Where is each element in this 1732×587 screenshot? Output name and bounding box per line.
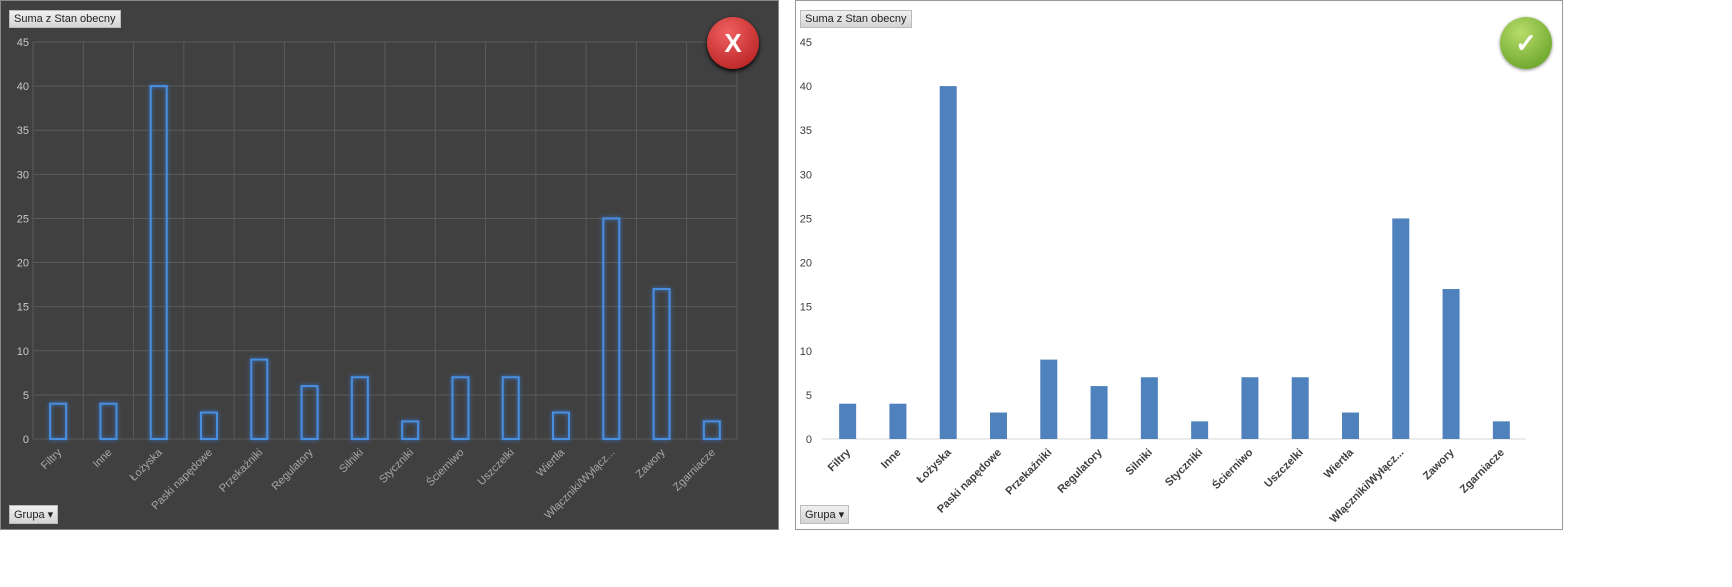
x-tick-label: Zgarniacze xyxy=(671,447,718,494)
y-tick-label: 40 xyxy=(800,81,812,93)
x-tick-label: Łożyska xyxy=(915,446,955,486)
y-tick-label: 40 xyxy=(17,81,29,93)
y-tick-label: 45 xyxy=(17,37,29,49)
axis-field-label: Grupa xyxy=(805,509,836,521)
bar xyxy=(300,385,319,441)
x-tick-label: Zgarniacze xyxy=(1458,447,1507,496)
bar xyxy=(1040,359,1058,439)
bar xyxy=(1392,218,1410,439)
bar xyxy=(1342,412,1359,439)
x-tick-label: Styczniki xyxy=(377,447,416,486)
x-tick-label: Silniki xyxy=(1124,447,1155,478)
chart-panel-incorrect: 0 5 10 15 20 25 30 35 40 45 Filtry Inne Łożyska Paski… xyxy=(0,0,779,530)
y-tick-label: 45 xyxy=(800,37,812,49)
x-tick-label: Uszczelki xyxy=(476,447,517,488)
x-tick-label: Wiertła xyxy=(1322,446,1357,481)
bar xyxy=(250,358,269,441)
bar xyxy=(702,420,721,441)
x-tick-label: Zawory xyxy=(1421,446,1457,482)
x-tick-label: Inne xyxy=(91,447,115,471)
y-tick-label: 5 xyxy=(23,390,29,402)
bar xyxy=(149,85,168,440)
y-tick-label: 0 xyxy=(23,434,29,446)
y-tick-label: 10 xyxy=(17,346,29,358)
bar xyxy=(1241,377,1259,439)
y-tick-label: 25 xyxy=(800,213,812,225)
bar xyxy=(1191,421,1209,439)
bar xyxy=(552,411,570,440)
axis-field-label: Grupa xyxy=(14,509,45,521)
bar xyxy=(501,376,520,440)
y-tick-label: 35 xyxy=(17,125,29,137)
x-tick-label: Wiertła xyxy=(534,446,567,479)
x-tick-label: Regulatory xyxy=(270,446,316,492)
x-tick-label: Przekaźniki xyxy=(217,447,265,495)
x-tick-label: Styczniki xyxy=(1163,447,1205,489)
y-tick-label: 0 xyxy=(806,434,812,446)
x-tick-label: Inne xyxy=(879,447,903,471)
x-tick-label: Przekaźniki xyxy=(1004,447,1055,498)
x-tick-label: Regulatory xyxy=(1056,446,1106,496)
y-tick-label: 30 xyxy=(800,169,812,181)
y-tick-label: 35 xyxy=(800,125,812,137)
chart-panel-correct: 0 5 10 15 20 25 30 35 40 45 Filtry Inne Łożyska Paski… xyxy=(795,0,1563,530)
bar xyxy=(1090,386,1108,439)
x-tick-label: Filtry xyxy=(826,446,854,474)
x-tick-label: Uszczelki xyxy=(1262,447,1306,491)
y-tick-label: 5 xyxy=(806,390,812,402)
bar xyxy=(1140,377,1158,439)
bar xyxy=(939,86,957,439)
x-tick-label: Łożyska xyxy=(128,446,166,484)
bar xyxy=(889,403,907,439)
bar xyxy=(451,376,470,440)
x-mark-icon: X xyxy=(707,17,759,69)
bar xyxy=(1442,289,1460,439)
axis-field-button[interactable]: Grupa ▾ xyxy=(9,505,59,524)
y-tick-label: 10 xyxy=(800,346,812,358)
x-tick-label: Silniki xyxy=(337,447,366,476)
check-mark-icon: ✓ xyxy=(1500,17,1552,69)
y-tick-label: 20 xyxy=(17,258,29,270)
y-tick-label: 15 xyxy=(800,302,812,314)
bar xyxy=(1291,377,1309,439)
dropdown-arrow-icon: ▾ xyxy=(47,509,54,521)
dropdown-arrow-icon: ▾ xyxy=(838,509,845,521)
x-tick-label: Ścierniwo xyxy=(424,446,467,489)
bar xyxy=(200,411,218,440)
y-tick-label: 25 xyxy=(17,213,29,225)
bar xyxy=(401,420,420,441)
y-tick-label: 30 xyxy=(17,169,29,181)
bar xyxy=(49,402,68,441)
y-tick-label: 20 xyxy=(800,258,812,270)
bar xyxy=(350,376,369,440)
bar xyxy=(1492,421,1510,439)
bar xyxy=(652,288,671,440)
x-tick-label: Zawory xyxy=(634,446,668,480)
bar xyxy=(990,412,1007,439)
value-field-button[interactable]: Suma z Stan obecny xyxy=(800,10,912,28)
bar xyxy=(839,403,857,439)
value-field-button[interactable]: Suma z Stan obecny xyxy=(9,10,121,28)
x-tick-label: Filtry xyxy=(39,446,65,472)
x-tick-label: Ścierniwo xyxy=(1210,446,1256,492)
y-tick-label: 15 xyxy=(17,302,29,314)
bar xyxy=(602,217,621,440)
bar xyxy=(99,402,118,441)
axis-field-button[interactable]: Grupa ▾ xyxy=(800,505,850,524)
